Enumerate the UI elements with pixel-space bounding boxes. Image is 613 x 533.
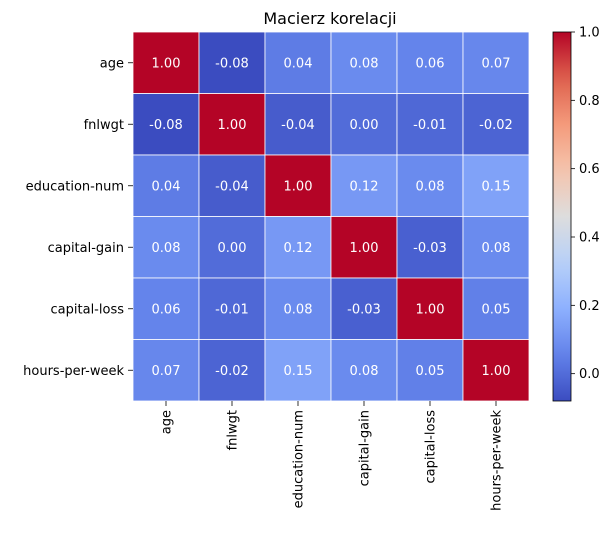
heatmap-cell <box>330 93 398 156</box>
cell-value-label: -0.01 <box>215 302 249 317</box>
cell-value-label: -0.08 <box>149 118 183 133</box>
cell-value-label: 1.00 <box>218 118 247 133</box>
y-tick-label: age <box>100 56 124 71</box>
heatmap-cell <box>132 277 200 340</box>
x-tick-label: hours-per-week <box>490 410 505 511</box>
cell-value-label: -0.03 <box>413 241 447 256</box>
cell-value-label: 0.08 <box>152 241 181 256</box>
heatmap-cell <box>330 277 398 340</box>
x-tick-label: education-num <box>292 410 307 508</box>
heatmap-cell <box>132 339 200 402</box>
heatmap-cell <box>330 154 398 217</box>
heatmap-cell <box>132 216 200 279</box>
heatmap-cell <box>396 154 464 217</box>
cell-value-label: 1.00 <box>350 241 379 256</box>
heatmap-cell <box>462 277 530 340</box>
colorbar-tick-label: 0.8 <box>579 94 600 109</box>
cell-value-label: 0.00 <box>350 118 379 133</box>
heatmap-cell <box>132 154 200 217</box>
cell-value-label: 0.08 <box>416 179 445 194</box>
cell-value-label: 0.08 <box>350 56 379 71</box>
colorbar-tick-label: 0.6 <box>579 162 600 177</box>
cell-value-label: 0.08 <box>284 302 313 317</box>
colorbar: 0.0 0.2 0.4 0.6 0.8 1.0 <box>552 26 600 402</box>
cell-value-label: 0.07 <box>482 56 511 71</box>
colorbar-gradient <box>553 32 571 401</box>
chart-title: Macierz korelacji <box>263 9 396 28</box>
cell-value-label: 0.15 <box>482 179 511 194</box>
x-tick-label: capital-loss <box>424 410 439 484</box>
x-tick-label: capital-gain <box>358 410 373 486</box>
cell-value-label: 0.08 <box>350 364 379 379</box>
heatmap-cell <box>396 216 464 279</box>
cell-value-label: 0.12 <box>350 179 379 194</box>
cell-value-label: -0.02 <box>479 118 513 133</box>
cell-value-label: 0.06 <box>152 302 181 317</box>
heatmap-cell <box>396 277 464 340</box>
heatmap-cell <box>198 216 266 279</box>
colorbar-tick-label: 0.0 <box>579 367 600 382</box>
heatmap-cell <box>396 31 464 94</box>
colorbar-tick-label: 1.0 <box>579 26 600 41</box>
cell-value-label: 0.06 <box>416 56 445 71</box>
heatmap-cell <box>462 154 530 217</box>
cell-value-label: 0.05 <box>482 302 511 317</box>
heatmap-cell <box>396 339 464 402</box>
x-tick-label: age <box>160 410 175 434</box>
heatmap-cell <box>462 216 530 279</box>
cell-value-label: 0.12 <box>284 241 313 256</box>
y-tick-label: fnlwgt <box>84 118 124 133</box>
y-axis: age fnlwgt education-num capital-gain capita… <box>23 56 133 379</box>
heatmap-cell <box>264 277 332 340</box>
colorbar-frame <box>552 31 572 402</box>
x-axis: age fnlwgt education-num capital-gain capita… <box>160 401 505 511</box>
heatmap-cell <box>462 93 530 156</box>
heatmap-cell <box>462 339 530 402</box>
y-tick-label: capital-gain <box>48 241 124 256</box>
heatmap-cell <box>264 31 332 94</box>
cell-value-label: -0.03 <box>347 302 381 317</box>
cell-value-label: 1.00 <box>152 56 181 71</box>
cell-value-label: 0.07 <box>152 364 181 379</box>
colorbar-tick-label: 0.4 <box>579 231 600 246</box>
cell-value-label: 1.00 <box>284 179 313 194</box>
cell-value-label: -0.02 <box>215 364 249 379</box>
heatmap-cell <box>330 216 398 279</box>
heatmap-cell <box>330 31 398 94</box>
heatmap-cell <box>198 31 266 94</box>
cell-value-label: 1.00 <box>416 302 445 317</box>
cell-value-label: 0.04 <box>284 56 313 71</box>
cell-value-label: 0.04 <box>152 179 181 194</box>
cell-value-label: 0.00 <box>218 241 247 256</box>
heatmap-cells: 1.00 -0.08 0.04 0.08 0.06 0.07 -0.08 1.00 -0.04 0… <box>132 31 530 402</box>
cell-value-label: 1.00 <box>482 364 511 379</box>
heatmap-cell <box>198 154 266 217</box>
cell-value-label: -0.04 <box>215 179 249 194</box>
y-tick-label: education-num <box>26 179 124 194</box>
cell-value-label: -0.04 <box>281 118 315 133</box>
cell-value-label: 0.15 <box>284 364 313 379</box>
heatmap-cell <box>132 31 200 94</box>
cell-value-label: -0.01 <box>413 118 447 133</box>
colorbar-tick-label: 0.2 <box>579 299 600 314</box>
y-tick-label: capital-loss <box>51 302 125 317</box>
cell-value-label: 0.05 <box>416 364 445 379</box>
heatmap-cell <box>198 93 266 156</box>
heatmap-cell <box>264 216 332 279</box>
x-tick-label: fnlwgt <box>226 410 241 450</box>
heatmap-cell <box>462 31 530 94</box>
y-tick-label: hours-per-week <box>23 364 124 379</box>
cell-value-label: 0.08 <box>482 241 511 256</box>
cell-value-label: -0.08 <box>215 56 249 71</box>
